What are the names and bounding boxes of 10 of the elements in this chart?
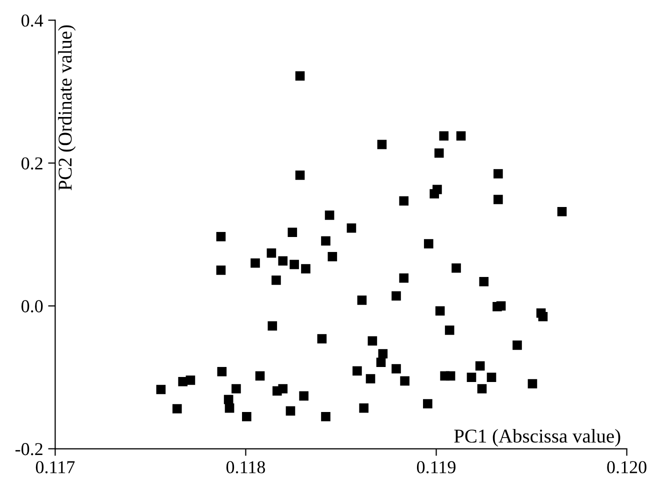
x-tick-label: 0.119 [416, 461, 456, 474]
x-tick-label: 0.120 [607, 461, 646, 474]
y-tick-label: 0.2 [22, 157, 42, 170]
x-tick-label: 0.117 [36, 461, 75, 474]
x-axis-title: PC1 (Abscissa value) [454, 428, 620, 447]
y-tick-label: 0.4 [22, 14, 44, 27]
y-tick-label: 0.0 [22, 300, 43, 312]
y-tick-label: -0.2 [15, 443, 42, 456]
x-tick-label: 0.118 [226, 461, 266, 474]
y-axis-title: PC2 (Ordinate value) [58, 25, 76, 190]
